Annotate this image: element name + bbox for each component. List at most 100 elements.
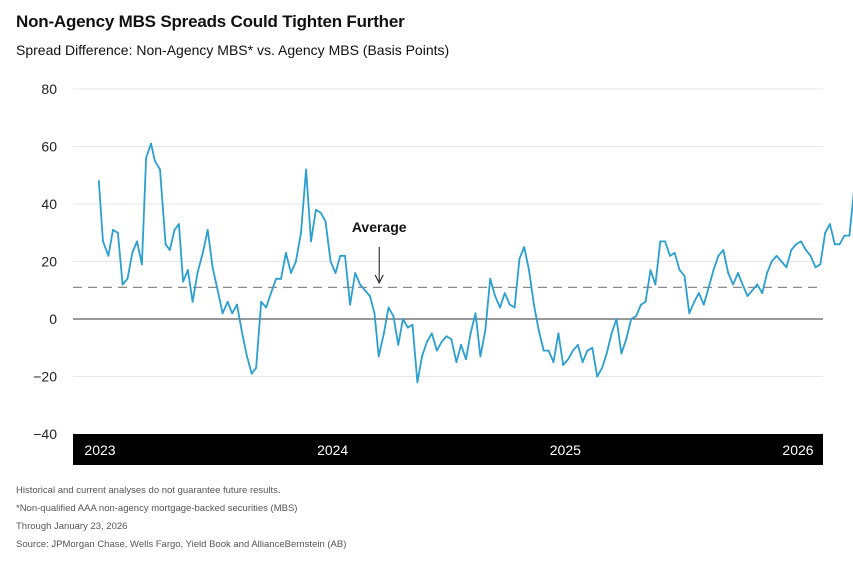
data-point [625, 338, 628, 340]
x-tick-label: 2025 [550, 442, 581, 458]
data-point [201, 252, 204, 254]
data-point [770, 260, 773, 263]
data-point [359, 283, 361, 286]
series-line [97, 142, 853, 384]
data-point [387, 306, 390, 309]
date-note: Through January 23, 2026 [16, 521, 128, 532]
data-point [290, 272, 292, 274]
data-point [761, 292, 764, 294]
data-point [805, 249, 807, 251]
data-point [591, 346, 594, 349]
data-point [436, 349, 438, 352]
data-point [191, 300, 194, 303]
data-point [581, 361, 584, 363]
data-point [344, 254, 346, 257]
disclaimer-note: Historical and current analyses do not g… [16, 485, 281, 496]
data-point [280, 277, 282, 280]
source-note: Source: JPMorgan Chase, Wells Fargo, Yie… [16, 539, 347, 550]
data-point [838, 243, 841, 246]
data-point [246, 355, 248, 358]
data-point [349, 303, 351, 306]
data-point [712, 269, 715, 271]
data-point [508, 303, 511, 306]
data-point [678, 269, 681, 271]
y-tick-label: −40 [33, 426, 57, 442]
data-point [295, 260, 297, 263]
data-point [236, 303, 238, 306]
data-point [518, 257, 521, 260]
data-point [683, 275, 686, 277]
data-point [586, 349, 589, 352]
data-point [373, 312, 376, 315]
data-point [610, 332, 613, 335]
y-tick-label: 20 [41, 254, 57, 270]
data-point [164, 243, 167, 246]
data-point [305, 168, 307, 171]
data-point [833, 243, 836, 246]
data-point [698, 292, 700, 294]
data-point [250, 372, 253, 375]
data-point [187, 269, 189, 271]
data-point [596, 375, 599, 378]
data-point [285, 252, 287, 254]
data-point [737, 272, 739, 274]
data-point [383, 332, 385, 335]
data-point [673, 252, 676, 254]
data-point [97, 180, 100, 182]
data-point [334, 272, 337, 274]
data-point [178, 223, 180, 226]
data-point [102, 240, 104, 243]
data-point [664, 240, 666, 243]
data-point [406, 326, 409, 329]
data-point [117, 231, 119, 234]
y-tick-label: −20 [33, 369, 57, 385]
data-point [848, 234, 851, 237]
data-point [270, 292, 272, 294]
data-point [829, 223, 831, 226]
footnotes: Historical and current analyses do not g… [16, 486, 346, 558]
data-point [206, 229, 209, 231]
data-point [635, 315, 637, 317]
data-point [577, 344, 579, 346]
data-point [722, 249, 725, 251]
data-point [537, 329, 540, 332]
data-point [329, 260, 332, 263]
x-tick-label: 2026 [782, 442, 813, 458]
data-point [397, 344, 400, 346]
data-point [145, 157, 148, 159]
data-point [746, 295, 749, 297]
data-point [421, 355, 423, 358]
data-point [790, 249, 793, 251]
definition-note: *Non-qualified AAA non-agency mortgage-b… [16, 503, 298, 514]
average-arrow-head [374, 274, 384, 285]
data-point [319, 211, 322, 214]
data-point [489, 277, 492, 280]
data-point [824, 231, 827, 234]
data-point [572, 349, 574, 352]
data-point [196, 272, 199, 274]
data-point [528, 269, 530, 271]
data-point [814, 266, 817, 269]
data-point [693, 300, 696, 303]
data-point [533, 303, 535, 306]
data-point [392, 315, 395, 317]
data-point [795, 243, 797, 246]
data-point [315, 208, 317, 211]
data-point [411, 323, 414, 326]
data-point [182, 280, 185, 283]
data-point [780, 260, 783, 263]
data-point [785, 266, 788, 269]
data-point [557, 332, 560, 335]
data-point [717, 254, 720, 257]
data-point [819, 263, 822, 266]
data-point [615, 318, 618, 320]
data-point [168, 249, 171, 251]
data-point [121, 283, 124, 286]
data-point [465, 358, 467, 361]
data-point [377, 355, 380, 358]
data-point [300, 231, 302, 234]
data-point [310, 240, 312, 243]
data-point [659, 240, 662, 243]
data-point [265, 306, 267, 309]
data-point [226, 300, 229, 303]
